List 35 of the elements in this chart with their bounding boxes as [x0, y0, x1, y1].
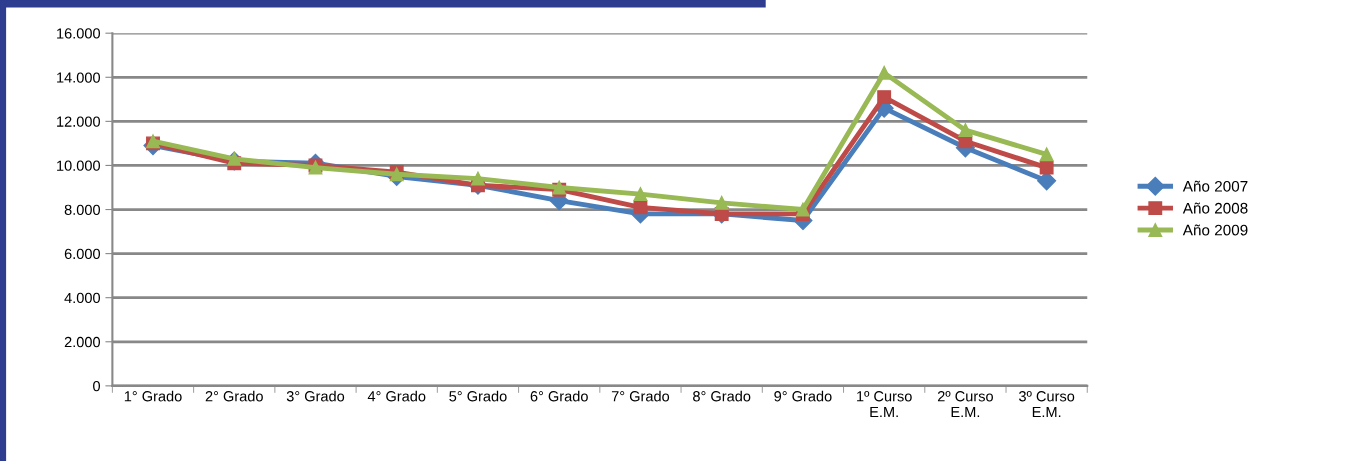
x-tick-label: 2º Curso E.M. [937, 391, 993, 417]
legend-label: Año 2007 [1182, 180, 1248, 192]
point [1039, 160, 1054, 175]
y-tick-label: 0 [93, 380, 101, 392]
point [958, 123, 973, 138]
y-tick-label: 4.000 [64, 292, 101, 304]
x-tick-label: 4° Grado [367, 390, 426, 402]
point [877, 90, 892, 105]
point [471, 171, 485, 186]
x-tick-label: 7° Grado [611, 390, 670, 402]
y-tick-label: 12.000 [57, 116, 101, 127]
legend-label: Año 2009 [1182, 224, 1248, 236]
y-tick-label: 6.000 [64, 248, 101, 260]
x-tick-label: 5° Grado [449, 390, 507, 402]
x-tick-label: 1º Curso E.M. [857, 391, 912, 417]
legend-label: Año 2008 [1182, 202, 1248, 214]
x-tick-label: 1° Grado [124, 390, 182, 402]
x-tick-label: 3° Grado [286, 390, 345, 402]
x-tick-label: 6° Grado [530, 390, 588, 402]
x-tick-label: 8° Grado [693, 390, 751, 402]
y-tick-label: 2.000 [64, 336, 101, 348]
point [227, 151, 242, 166]
point [1039, 147, 1054, 162]
point [877, 65, 892, 80]
y-tick-label: 14.000 [57, 72, 101, 83]
point [795, 202, 810, 217]
x-tick-label: 2° Grado [205, 390, 263, 402]
point [633, 200, 648, 215]
x-tick-label: 9° Grado [774, 390, 832, 402]
y-tick-label: 8.000 [64, 204, 101, 215]
point [633, 187, 648, 202]
x-tick-label: 3º Curso E.M. [1019, 391, 1075, 417]
y-tick-label: 10.000 [57, 160, 101, 171]
y-tick-label: 16.000 [57, 28, 101, 39]
point [714, 195, 729, 210]
